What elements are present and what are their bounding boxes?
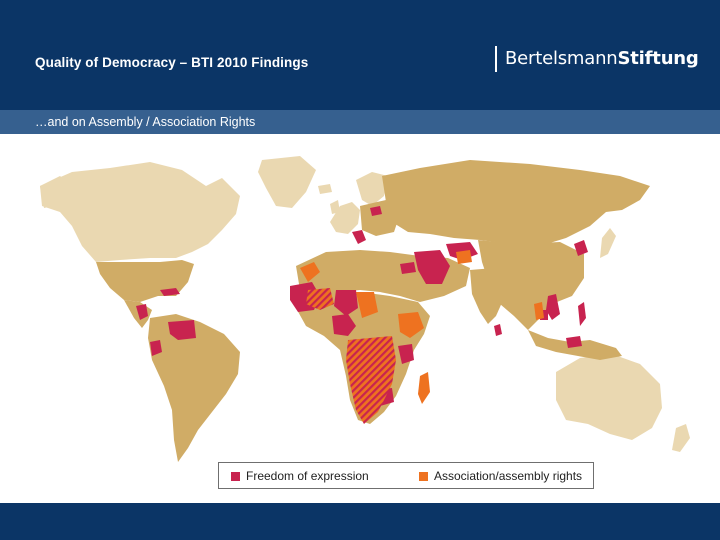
- central-africa: [332, 314, 356, 336]
- thailand: [534, 302, 544, 320]
- malaysia-indonesia: [566, 336, 582, 348]
- niger-region: [306, 288, 334, 310]
- logo-divider: [495, 46, 497, 72]
- world-map: [40, 156, 690, 462]
- belarus: [370, 206, 382, 216]
- legend-item-association-assembly: Association/assembly rights: [419, 469, 582, 483]
- legend-label: Association/assembly rights: [434, 469, 583, 483]
- madagascar: [418, 372, 430, 404]
- sri-lanka: [494, 324, 502, 336]
- russia-central-asia: [382, 160, 650, 246]
- south-america: [148, 314, 240, 462]
- ecuador: [150, 340, 162, 356]
- east-africa: [398, 344, 414, 364]
- iran: [414, 250, 450, 284]
- logo-text-part1: Bertelsmann: [505, 48, 618, 69]
- china-southeast-asia: [478, 240, 584, 330]
- southern-africa-block: [346, 336, 396, 424]
- syria: [400, 262, 416, 274]
- page-subtitle: …and on Assembly / Association Rights: [35, 115, 256, 129]
- venezuela: [168, 320, 196, 340]
- both-restricted-countries: [306, 288, 396, 424]
- vietnam: [546, 294, 560, 320]
- subheader-bar: …and on Assembly / Association Rights: [0, 110, 720, 134]
- eastern-europe: [360, 200, 400, 236]
- scandinavia: [356, 172, 388, 206]
- uzbekistan: [456, 250, 472, 264]
- map-legend: Freedom of expression Association/assemb…: [218, 462, 594, 489]
- association-assembly-countries: [300, 250, 544, 404]
- chad: [334, 290, 358, 316]
- cuba: [160, 288, 180, 296]
- british-isles: [330, 200, 340, 214]
- sudan: [356, 292, 378, 318]
- north-america-north: [40, 162, 240, 262]
- central-america: [124, 300, 152, 328]
- australia: [556, 354, 662, 440]
- header-bar: Quality of Democracy – BTI 2010 Findings…: [0, 0, 720, 110]
- morocco-algeria: [300, 262, 320, 282]
- not-assessed-regions: [40, 156, 690, 452]
- ethiopia: [398, 312, 424, 338]
- philippines: [578, 302, 586, 326]
- page-title: Quality of Democracy – BTI 2010 Findings: [35, 55, 309, 70]
- footer-bar: [0, 503, 720, 540]
- greenland: [258, 156, 316, 208]
- legend-label: Freedom of expression: [246, 469, 369, 483]
- new-zealand: [672, 424, 690, 452]
- iceland: [318, 184, 332, 194]
- north-korea: [574, 240, 588, 256]
- nicaragua: [136, 304, 148, 320]
- legend-swatch-orange: [419, 471, 428, 481]
- bertelsmann-stiftung-logo: BertelsmannStiftung: [505, 48, 699, 69]
- usa-mexico: [96, 260, 194, 302]
- japan: [600, 228, 616, 258]
- alaska: [40, 176, 72, 208]
- legend-item-freedom-of-expression: Freedom of expression: [231, 469, 369, 483]
- balkans: [352, 230, 366, 244]
- legend-swatch-crimson: [231, 471, 240, 481]
- logo-text-part2: Stiftung: [617, 48, 699, 69]
- india: [470, 268, 508, 324]
